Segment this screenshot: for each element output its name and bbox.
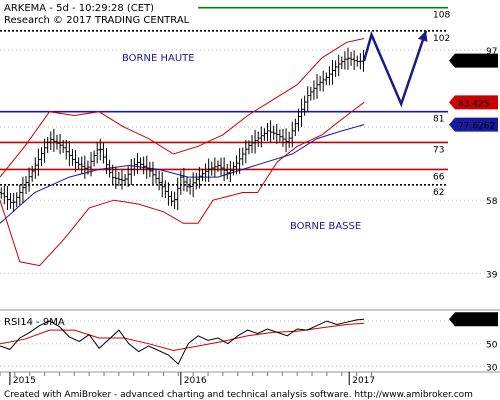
rsi-grid [0, 320, 500, 367]
price-grid [0, 49, 500, 274]
rsi-title: RSI14 - 9MA [4, 317, 65, 328]
rsi-line [0, 318, 365, 365]
rsi-badge-label: 71.6144 [458, 316, 495, 326]
price-badge [449, 95, 498, 110]
forecast-arrowhead [418, 30, 428, 42]
time-tick-label: 2017 [352, 376, 375, 386]
level-label-66: 66 [433, 172, 445, 182]
level-labels: 108 102 81 73 66 62 [433, 11, 450, 198]
rsi-panel: 705030 71.6144 RSI14 - 9MA [0, 309, 500, 373]
upper-band-line [0, 38, 365, 178]
rsi-badge: 71.6144 [449, 312, 498, 327]
price-tick-label: 39 [486, 270, 498, 280]
forecast-path [362, 30, 428, 108]
price-badges: 94.24 83.425 77.6262 [449, 53, 498, 132]
rsi-badge-shape [449, 312, 498, 327]
rsi-axis-ticks: 705030 [486, 318, 498, 373]
level-label-102: 102 [433, 34, 450, 44]
price-badge-label: 77.6262 [458, 122, 495, 132]
price-badge-label: 83.425 [458, 99, 490, 109]
level-label-108: 108 [433, 11, 450, 21]
price-tick-label: 97 [486, 47, 497, 57]
price-badge [449, 53, 498, 68]
rsi-tick-label: 50 [486, 341, 498, 351]
chart-subtitle: Research © 2017 TRADING CENTRAL [4, 15, 190, 26]
annotation-borne-haute: BORNE HAUTE [122, 53, 195, 64]
level-label-81: 81 [433, 115, 444, 125]
price-badge-label: 94.24 [458, 58, 484, 68]
price-badge [449, 117, 498, 132]
price-tick-label: 58 [486, 197, 498, 207]
time-tick-label: 2015 [13, 376, 36, 386]
lower-band-line [0, 101, 365, 267]
time-tick-label: 2016 [184, 376, 207, 386]
rsi-tick-label: 30 [486, 363, 498, 373]
price-bars [0, 47, 365, 212]
chart-title: ARKEMA - 5d - 10:29:28 (CET) [4, 3, 154, 14]
level-label-62: 62 [433, 188, 444, 198]
footer-credit: Created with AmiBroker - advanced charti… [4, 390, 473, 400]
annotation-borne-basse: BORNE BASSE [290, 221, 361, 232]
moving-average-line [0, 124, 365, 224]
level-label-73: 73 [433, 145, 444, 155]
time-axis: 2015 2016 2017 [0, 371, 500, 386]
